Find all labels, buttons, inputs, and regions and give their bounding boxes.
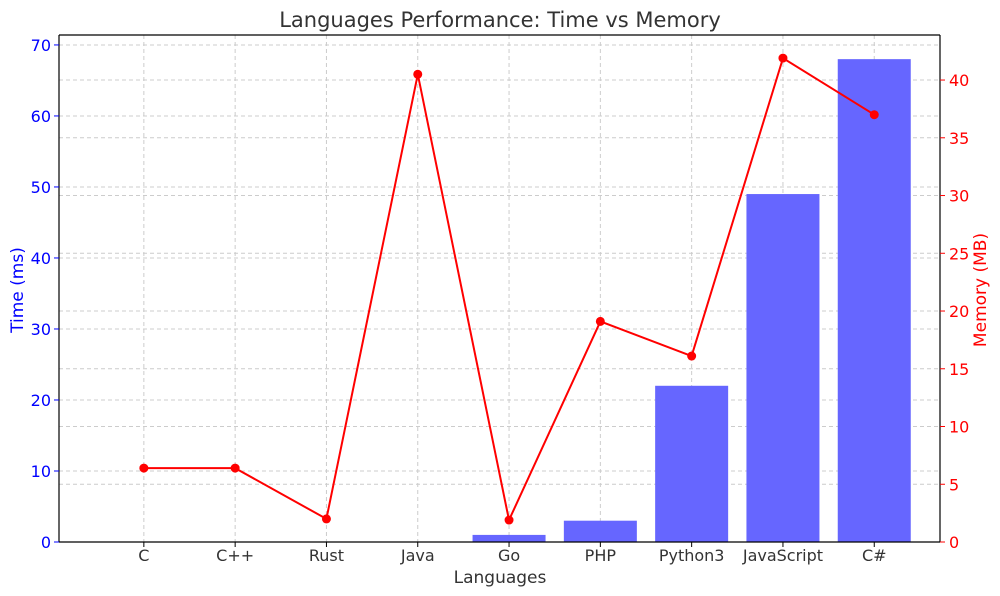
left-tick-label: 70 (31, 36, 51, 55)
line-point (504, 515, 514, 525)
right-tick-label: 15 (949, 360, 969, 379)
line-point (321, 514, 331, 524)
right-tick-label: 40 (949, 71, 969, 90)
right-tick-label: 35 (949, 129, 969, 148)
x-axis-label: Languages (454, 568, 547, 588)
left-tick-label: 40 (31, 249, 51, 268)
left-tick-label: 60 (31, 107, 51, 126)
line-point (869, 110, 879, 120)
x-tick-label: C (138, 546, 149, 565)
x-axis-ticks: C C++ Rust Java Go PHP Python3 JavaScript C# (138, 542, 887, 565)
x-tick-label: Java (400, 546, 435, 565)
x-tick-label: C# (862, 546, 887, 565)
right-tick-label: 30 (949, 187, 969, 206)
axes (58, 34, 941, 543)
right-tick-label: 10 (949, 418, 969, 437)
x-tick-label: Rust (309, 546, 344, 565)
right-tick-label: 0 (949, 533, 959, 552)
line-point (778, 53, 788, 63)
right-axis-ticks: 0 5 10 15 20 25 30 35 40 (940, 71, 969, 552)
bar (472, 534, 546, 542)
y-axis-left-label: Time (ms) (8, 247, 28, 334)
left-tick-label: 20 (31, 391, 51, 410)
right-tick-label: 20 (949, 302, 969, 321)
left-tick-label: 0 (41, 533, 51, 552)
line-point (139, 463, 149, 473)
line-point (230, 463, 240, 473)
right-tick-label: 5 (949, 475, 959, 494)
chart-title: Languages Performance: Time vs Memory (279, 8, 721, 32)
line-series (139, 53, 879, 525)
bar (655, 385, 729, 542)
right-tick-label: 25 (949, 244, 969, 263)
line-point (687, 351, 697, 361)
y-axis-right-label: Memory (MB) (971, 233, 991, 347)
line-point (413, 69, 423, 79)
line-point (595, 316, 605, 326)
x-tick-label: Python3 (659, 546, 725, 565)
x-tick-label: JavaScript (742, 546, 823, 565)
x-tick-label: C++ (216, 546, 254, 565)
bar (837, 59, 911, 543)
x-tick-label: PHP (585, 546, 617, 565)
left-tick-label: 30 (31, 320, 51, 339)
x-tick-label: Go (498, 546, 520, 565)
bar (563, 520, 637, 542)
bar (746, 194, 820, 542)
left-tick-label: 10 (31, 462, 51, 481)
left-axis-ticks: 0 10 20 30 40 50 60 70 (31, 36, 59, 552)
left-tick-label: 50 (31, 178, 51, 197)
bar-series (472, 59, 911, 543)
